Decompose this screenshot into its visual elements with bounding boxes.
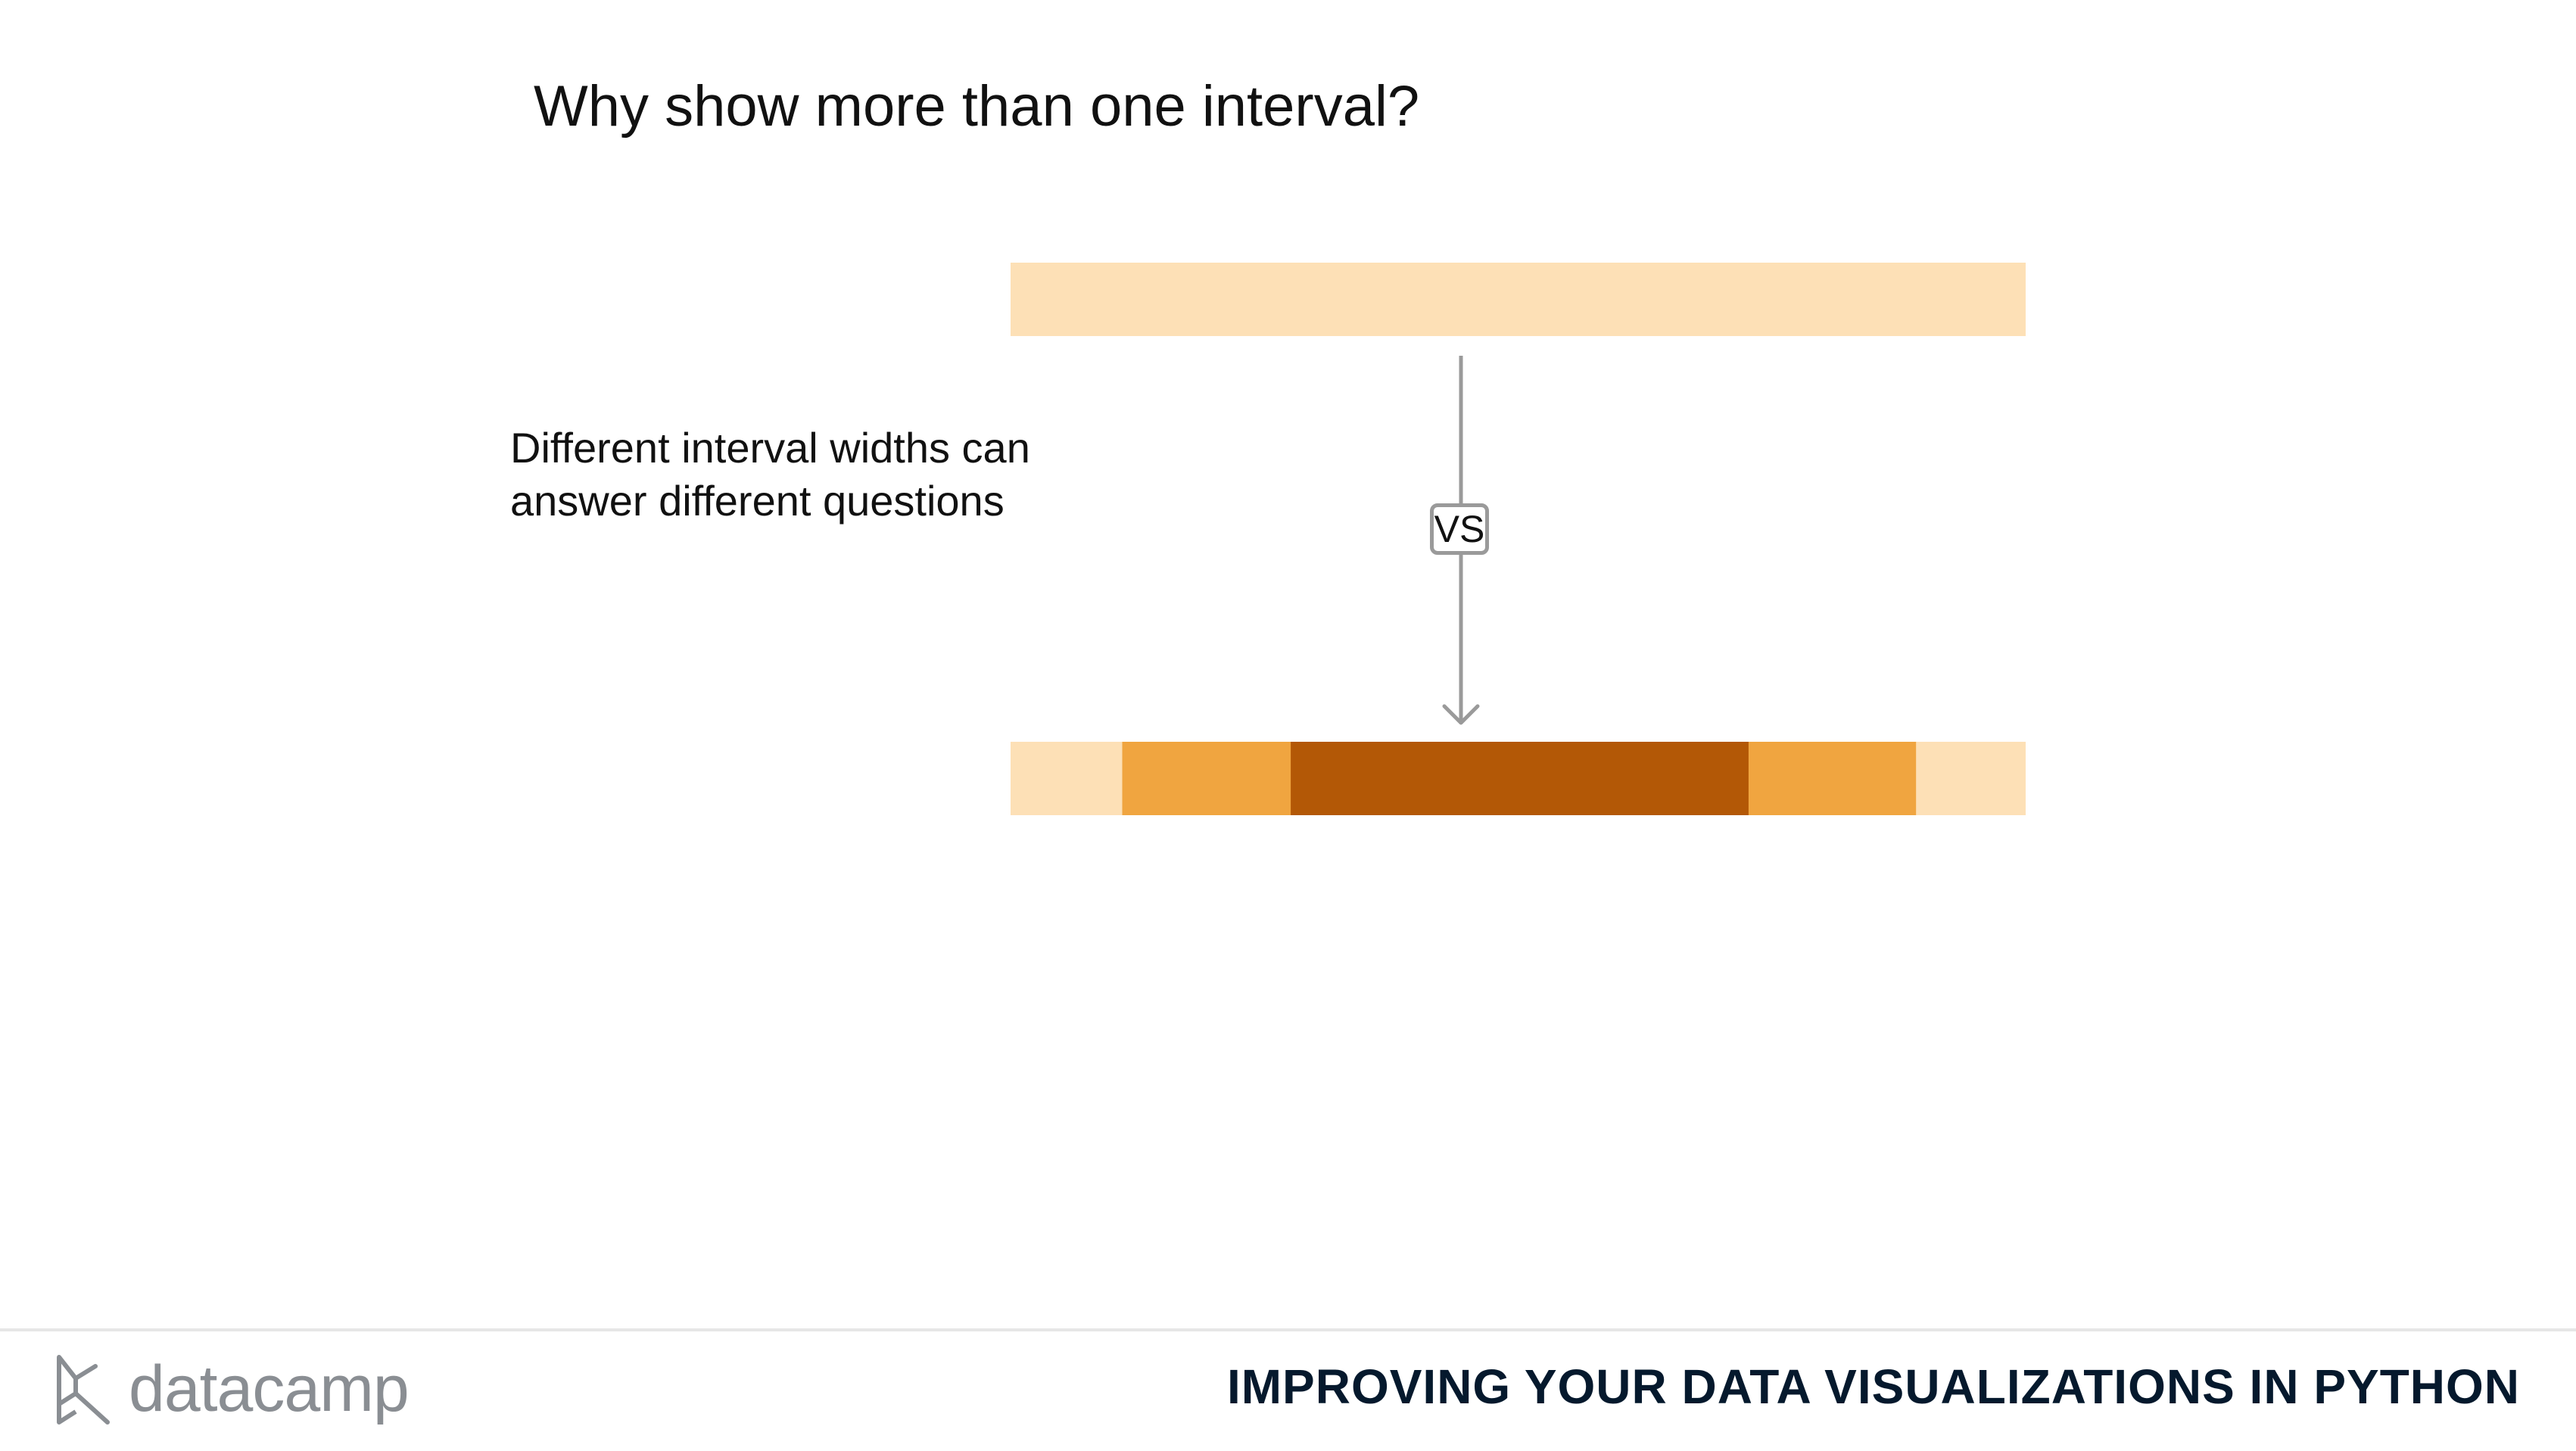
caption-line-2: answer different questions bbox=[510, 477, 1005, 525]
slide-title: Why show more than one interval? bbox=[534, 74, 1420, 139]
multiple-interval-segment-4 bbox=[1748, 742, 1917, 815]
multiple-interval-segment-3 bbox=[1291, 742, 1749, 815]
multiple-interval-segment-1 bbox=[1011, 742, 1123, 815]
multiple-interval-bar bbox=[1011, 742, 2026, 815]
vs-label: VS bbox=[1430, 503, 1489, 555]
single-interval-bar bbox=[1011, 263, 2026, 336]
brand-name: datacamp bbox=[129, 1352, 410, 1425]
datacamp-logo: datacamp bbox=[53, 1347, 410, 1431]
multiple-interval-segment-2 bbox=[1122, 742, 1291, 815]
slide-caption: Different interval widths can answer dif… bbox=[510, 422, 1030, 528]
multiple-interval-segment-5 bbox=[1916, 742, 2026, 815]
arrow-head-icon bbox=[1442, 704, 1480, 725]
footer-divider bbox=[0, 1328, 2576, 1331]
caption-line-1: Different interval widths can bbox=[510, 424, 1030, 472]
datacamp-logo-icon bbox=[57, 1355, 110, 1425]
course-title: IMPROVING YOUR DATA VISUALIZATIONS IN PY… bbox=[1226, 1359, 2520, 1414]
single-interval-segment-1 bbox=[1011, 263, 2026, 336]
